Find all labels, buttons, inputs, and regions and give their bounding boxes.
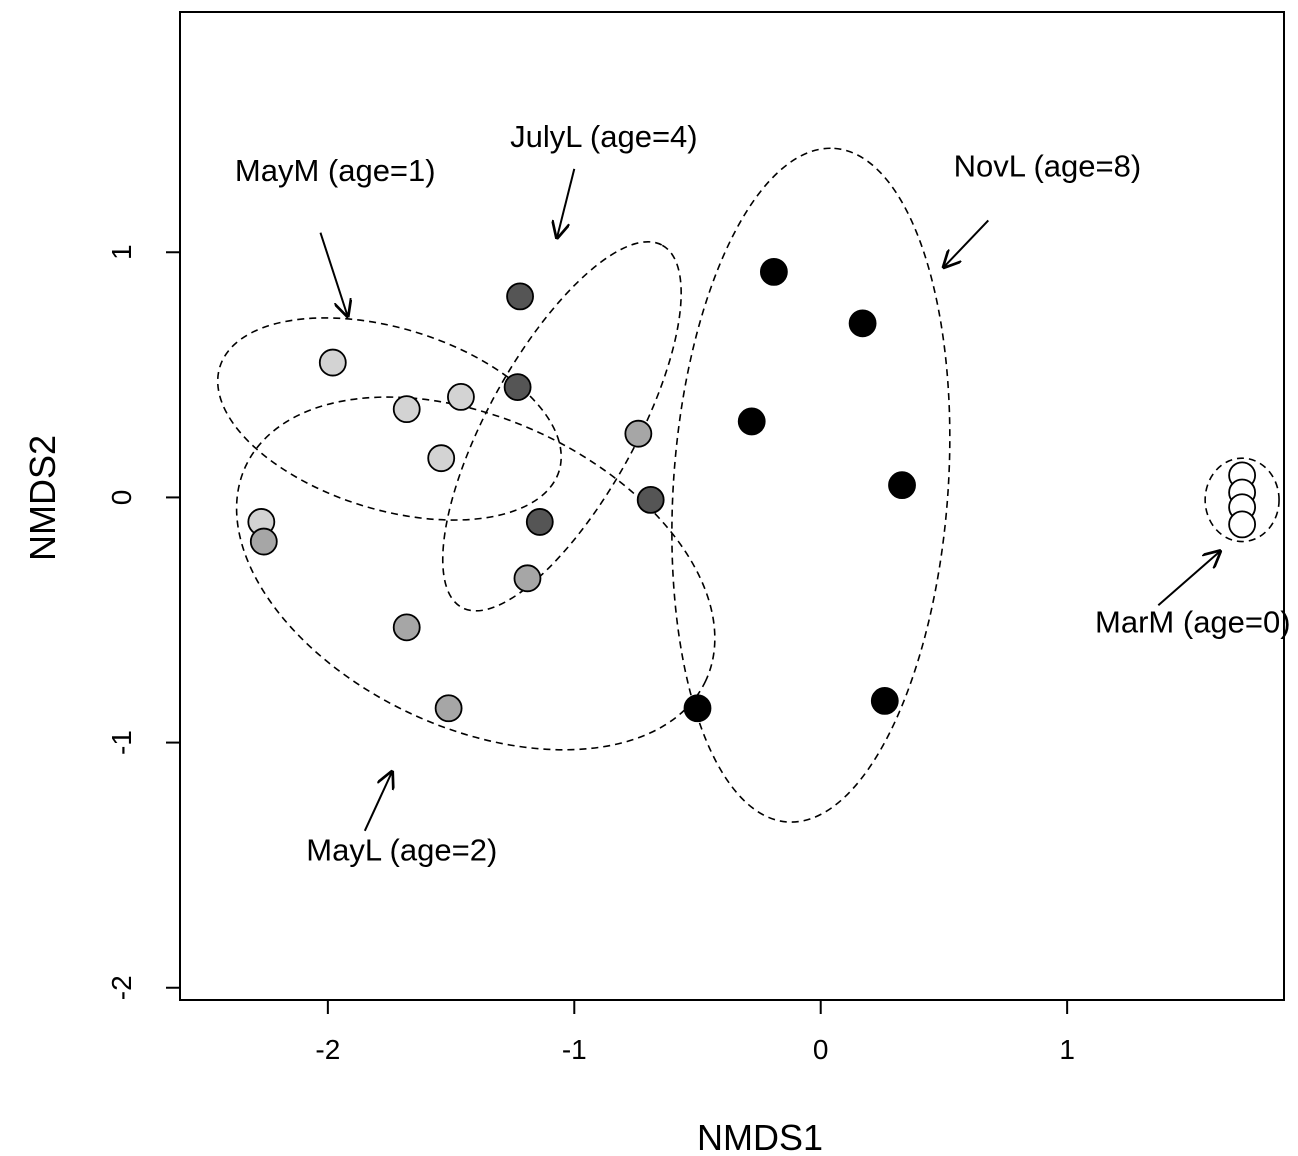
data-point (870, 687, 899, 715)
annotation-label: MayL (age=2) (306, 832, 497, 867)
data-point (1228, 510, 1257, 539)
data-point (392, 613, 421, 642)
data-point (848, 309, 877, 338)
annotation-arrow (944, 219, 990, 267)
data-point (624, 419, 653, 448)
x-tick-label: -2 (315, 1034, 340, 1065)
data-point (506, 282, 534, 311)
y-tick-label: 1 (106, 244, 137, 260)
group-ellipse (1204, 457, 1280, 543)
annotation-label: NovL (age=8) (954, 148, 1142, 183)
data-point (888, 471, 916, 500)
y-axis: -2 -1 0 1 (106, 244, 181, 1000)
x-axis-title: NMDS1 (697, 1117, 823, 1156)
annotation-arrows (319, 168, 1220, 832)
data-point (318, 348, 347, 377)
x-axis: -2 -1 0 1 (315, 999, 1075, 1065)
annotation-labels: MayM (age=1) JulyL (age=4) NovL (age=8) Mar… (235, 119, 1291, 867)
data-points (247, 257, 1257, 723)
group-ellipse (441, 240, 682, 612)
y-tick-label: -1 (106, 730, 137, 755)
data-point (636, 485, 665, 514)
data-point (683, 694, 712, 723)
data-point (427, 444, 456, 473)
annotation-label: MayM (age=1) (235, 153, 436, 188)
data-point (434, 694, 463, 723)
annotation-arrow (557, 168, 576, 238)
data-point (513, 564, 542, 593)
annotation-arrow (1157, 551, 1220, 607)
data-point (447, 383, 475, 411)
x-tick-label: 0 (813, 1034, 829, 1065)
annotation-arrow (319, 232, 347, 316)
group-ellipse (235, 396, 716, 751)
data-point (503, 373, 532, 401)
y-axis-title: NMDS2 (22, 435, 63, 561)
data-point (525, 508, 554, 536)
x-tick-label: -1 (562, 1034, 587, 1065)
data-point (759, 257, 788, 286)
data-point (737, 407, 766, 436)
data-point (249, 527, 278, 556)
annotation-label: MarM (age=0) (1095, 604, 1291, 639)
annotation-label: JulyL (age=4) (510, 119, 698, 154)
data-point (392, 395, 421, 424)
y-tick-label: -2 (106, 975, 137, 1000)
group-ellipses (216, 147, 1280, 823)
y-tick-label: 0 (106, 490, 137, 506)
x-tick-label: 1 (1059, 1034, 1075, 1065)
group-ellipse (216, 317, 563, 521)
group-ellipse (671, 147, 951, 823)
annotation-arrow (363, 772, 392, 832)
